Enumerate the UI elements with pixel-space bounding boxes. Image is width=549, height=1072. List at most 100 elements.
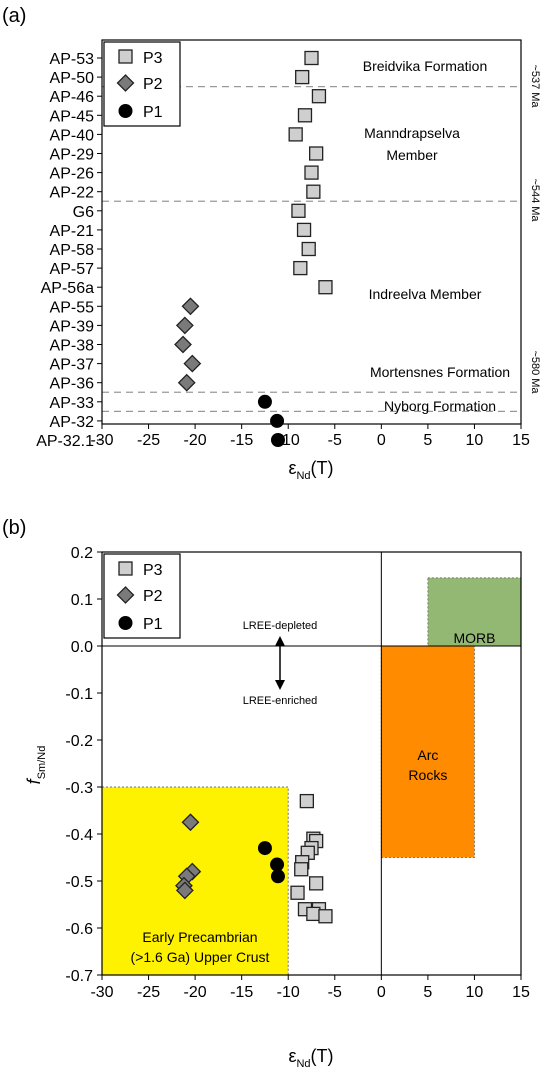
region-label: MORB [453,630,495,646]
sample-label: AP-37 [50,357,95,374]
point-p3 [318,280,333,295]
formation-boundaries [102,86,521,412]
x-tick-label: 0 [377,984,386,1001]
age-label-537: ~537 Ma [529,64,541,108]
sample-label: G6 [73,204,94,221]
y-tick-labels: 0.2 0.1 0.0 -0.1 -0.2 -0.3 -0.4 -0.5 -0.6 -0.7 [65,545,102,985]
point-p1 [270,413,285,428]
x-tick-label: 10 [466,432,484,449]
double-arrow-icon [275,636,285,690]
formation-label-nyborg: Nyborg Formation [384,398,496,414]
y-tick-label: 0.0 [71,639,93,656]
sample-label: AP-53 [50,51,95,68]
region-morb [427,577,522,647]
sample-label: AP-58 [50,242,95,259]
formation-label-mortensnes: Mortensnes Formation [370,364,510,380]
point-p2 [181,813,200,832]
x-tick-label: -15 [230,432,253,449]
legend-box-b [103,553,181,639]
sample-label: AP-57 [50,261,95,278]
point-p2 [183,354,202,373]
legend-b: P3 P2 P1 [103,553,181,639]
x-tick-label: 5 [423,984,432,1001]
y-tick-label: -0.4 [65,827,93,844]
region-early-precambrian [101,786,289,976]
point-p3 [294,862,309,877]
legend-a: P3 P2 P1 [103,41,181,127]
y-tick-label: -0.7 [65,968,93,985]
region-label: Arc [417,747,438,763]
panel-a-label: (a) [2,5,26,27]
data-points [174,50,333,447]
region-arc [380,645,475,858]
sample-label: AP-32.1 [36,433,94,450]
legend-marker-p2-b [116,586,135,604]
legend-marker-p1-b [118,616,133,630]
legend-label-p1: P1 [143,104,163,121]
point-p3 [297,108,313,123]
legend-marker-p3-b [118,561,133,576]
sample-label: AP-55 [50,299,95,316]
point-p3 [290,885,305,900]
point-p1 [270,869,285,884]
sample-labels: AP-53 AP-50 AP-46 AP-45 AP-40 AP-29 AP-26 AP-22… [36,51,102,450]
point-p3 [301,241,316,257]
y-tick-label: -0.2 [65,733,93,750]
legend-box [103,41,181,127]
sample-label: AP-45 [50,108,95,125]
sample-label: AP-36 [50,376,95,393]
age-label-580: ~580 Ma [529,350,541,394]
formation-label-indreelva: Indreelva Member [369,286,482,302]
sample-label: AP-46 [50,89,95,106]
region-label: Early Precambrian [142,929,257,945]
sample-label: AP-21 [50,223,95,240]
x-tick-label: 15 [512,432,530,449]
y-tick-label: 0.1 [71,592,93,609]
x-tick-label: 15 [512,984,530,1001]
formation-label-member: Member [386,147,438,163]
legend-label-p2: P2 [143,76,163,93]
point-p3 [318,909,333,924]
x-tick-label: -20 [184,432,207,449]
x-tick-label: -15 [230,984,253,1001]
panel-a: (a) AP-53AP-50AP-46AP-45AP-40AP-29AP-26A… [2,5,541,482]
x-tick-labels: -30 -25 -20 -15 -10 -5 0 5 10 15 [90,424,530,449]
point-p3 [306,184,321,199]
region-label: Rocks [408,767,447,783]
point-p2 [175,316,194,335]
point-p1 [270,433,285,447]
sample-label: AP-56a [41,280,94,297]
y-axis-title-b: fSm/Nd [24,746,48,785]
legend-marker-p3 [118,49,133,64]
sample-label: AP-38 [50,338,95,355]
x-tick-label: -10 [277,984,300,1001]
x-tick-label: -25 [137,432,160,449]
plot-frame-b [101,551,522,976]
data-points-b [175,793,333,924]
panel-b: (b) Early Precambrian (>1.6 Ga) Upper Cru… [2,517,530,1070]
sample-label: AP-32 [50,414,95,431]
legend-marker-p1 [118,104,133,118]
point-p3 [296,222,312,238]
panel-b-label: (b) [2,517,26,539]
x-tick-label: 0 [377,432,386,449]
legend-label-p3: P3 [143,50,163,67]
point-p3 [309,146,324,161]
point-p2 [177,373,196,392]
sample-label: AP-26 [50,166,95,183]
x-tick-label: -30 [90,432,113,449]
point-p3 [304,50,319,66]
y-tick-label: -0.6 [65,921,93,938]
legend-label-p2-b: P2 [143,588,163,605]
point-p2 [175,881,194,900]
x-tick-label: 5 [423,432,432,449]
point-p3 [288,127,303,142]
sample-label: AP-40 [50,127,95,144]
formation-label-breidvika: Breidvika Formation [363,58,488,74]
y-tick-label: -0.3 [65,780,93,797]
point-p3 [293,260,308,276]
plot-frame [101,39,522,425]
point-p3 [295,69,310,85]
y-tick-label: -0.1 [65,686,93,703]
